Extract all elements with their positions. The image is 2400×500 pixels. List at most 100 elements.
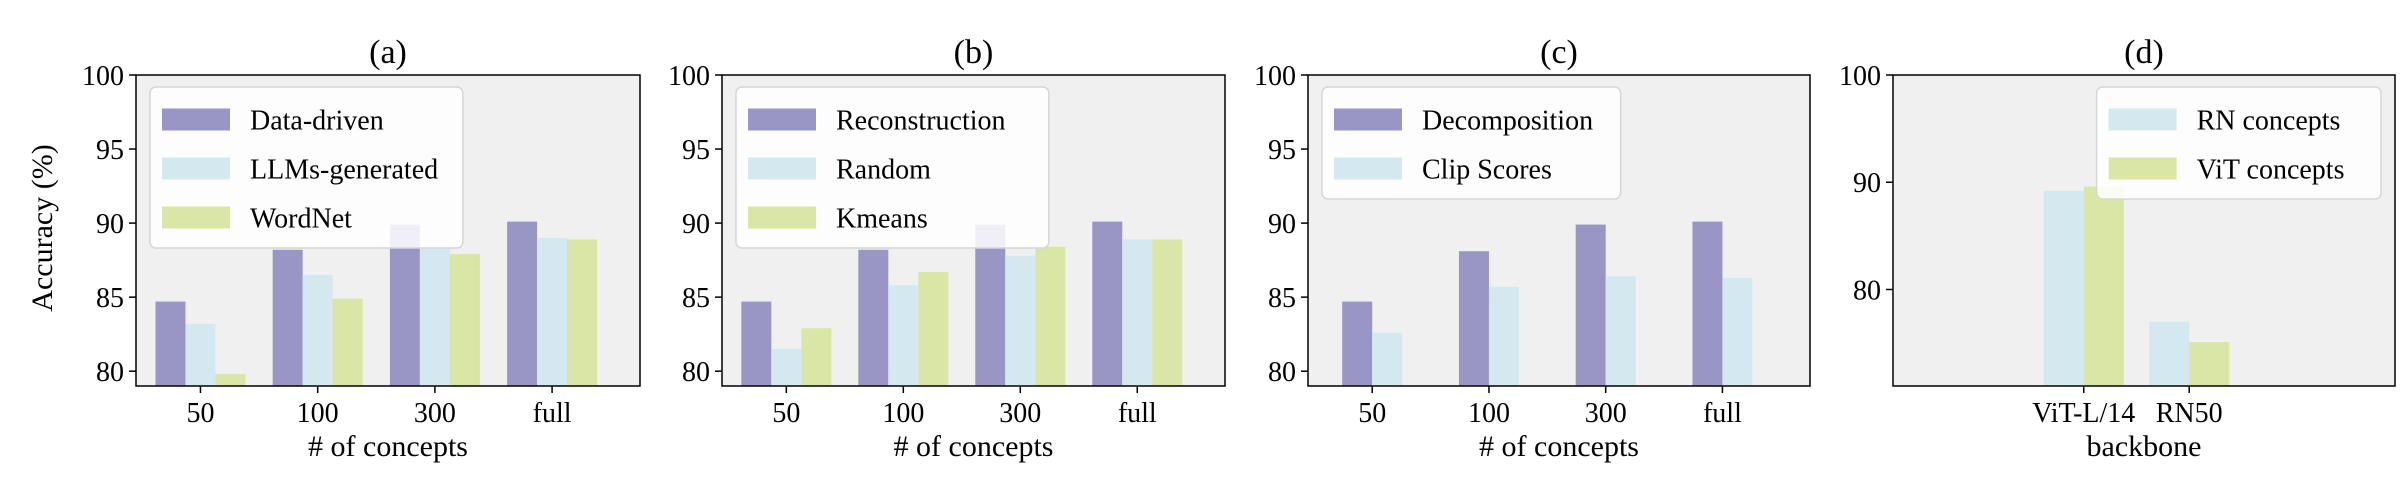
y-tick-label: 85 [1268,283,1296,314]
y-tick-label: 90 [682,209,710,240]
bar-a-llms-generated-50 [185,323,216,386]
y-tick-label: 100 [1839,61,1881,92]
legend-label: WordNet [250,204,352,235]
y-tick-label: 80 [1268,357,1296,388]
y-tick-label: 95 [96,135,124,166]
bar-c-clip-scores-full [1722,277,1753,386]
legend-swatch [748,108,816,131]
bar-d-rn-concepts-rn50 [2149,321,2190,386]
x-tick-label: 100 [882,398,924,429]
axes-frame [1307,74,1811,387]
panel-title: (a) [369,34,407,71]
legend-swatch [748,157,816,180]
bar-a-wordnet-full [567,239,598,386]
bar-a-llms-generated-full [537,237,568,386]
panel-title: (b) [954,34,994,71]
legend-label: RN concepts [2197,106,2341,137]
bar-a-llms-generated-100 [302,274,333,386]
x-tick-label: 100 [297,398,339,429]
x-tick-label: 50 [186,398,214,429]
y-axis-label: Accuracy (%) [26,144,59,311]
legend: Reconstruction Random Kmeans [735,86,1050,249]
legend-label: Clip Scores [1422,155,1552,186]
x-axis-label: # of concepts [308,430,468,463]
y-tick-label: 100 [668,61,710,92]
legend-swatch [162,108,230,131]
bar-c-clip-scores-100 [1488,286,1519,386]
panel-title: (d) [2124,34,2164,71]
legend-swatch [2108,108,2177,131]
bar-d-vit-concepts-rn50 [2189,342,2230,386]
bar-c-decomposition-300 [1575,224,1606,386]
bar-b-random-300 [1005,255,1036,386]
y-tick-label: 95 [682,135,710,166]
legend: Decomposition Clip Scores [1321,86,1622,200]
x-tick-label: 50 [1358,398,1386,429]
bar-b-kmeans-100 [918,271,949,386]
legend: RN concepts ViT concepts [2095,86,2382,200]
x-tick-label: full [1703,398,1742,429]
bar-c-decomposition-50 [1342,301,1373,386]
y-tick-label: 90 [1268,209,1296,240]
axes-frame [135,74,641,387]
x-tick-label: 50 [772,398,800,429]
bar-b-kmeans-300 [1035,246,1066,386]
y-tick-label: 80 [682,357,710,388]
x-tick-label: 300 [1585,398,1627,429]
x-tick-label: 100 [1468,398,1510,429]
bar-a-data-driven-300 [389,224,420,386]
axes-frame [1892,74,2396,387]
legend-label: Kmeans [836,204,928,235]
bar-c-clip-scores-50 [1372,332,1403,386]
x-tick-label: 300 [414,398,456,429]
legend-swatch [748,206,816,229]
bar-b-reconstruction-100 [858,249,889,386]
x-tick-label: full [1118,398,1157,429]
panel-c: 80 85 90 95 100 50 100 300 full # of concepts (c) D… [1254,34,1811,463]
x-tick-label: 300 [999,398,1041,429]
legend-swatch [162,157,230,180]
bar-c-clip-scores-300 [1605,276,1636,386]
bar-a-data-driven-full [507,221,538,386]
bar-c-decomposition-100 [1458,251,1489,386]
bar-a-data-driven-50 [155,301,186,386]
legend-label: Random [836,155,931,186]
y-tick-label: 100 [82,61,124,92]
x-axis-label: # of concepts [894,430,1054,463]
y-tick-label: 80 [96,357,124,388]
bar-a-llms-generated-300 [419,246,450,386]
y-tick-label: 85 [682,283,710,314]
bar-d-vit-concepts-vit-l-14 [2083,186,2124,386]
bar-c-decomposition-full [1692,221,1723,386]
bar-a-wordnet-300 [449,254,480,386]
x-tick-label: RN50 [2156,398,2223,429]
x-axis-label: backbone [2087,430,2202,463]
y-tick-label: 95 [1268,135,1296,166]
x-axis-label: # of concepts [1479,430,1639,463]
legend-label: LLMs-generated [250,155,438,186]
legend-label: Decomposition [1422,106,1593,137]
bar-b-reconstruction-50 [741,301,772,386]
panel-title: (c) [1540,34,1578,71]
legend-label: Data-driven [250,106,384,137]
y-tick-label: 90 [96,209,124,240]
bar-b-reconstruction-full [1092,221,1123,386]
bar-d-rn-concepts-vit-l-14 [2043,190,2084,386]
y-tick-label: 90 [1853,168,1881,199]
panel-a: 80 85 90 95 100 50 100 300 full # of concepts (a) D… [82,34,641,463]
panel-b: 80 85 90 95 100 50 100 300 full # of concepts (b) R… [668,34,1226,463]
legend-swatch [162,206,230,229]
bar-a-wordnet-50 [215,374,246,386]
bar-b-random-100 [888,285,919,386]
y-tick-label: 85 [96,283,124,314]
x-tick-label: ViT-L/14 [2032,398,2135,429]
bar-b-kmeans-full [1152,239,1183,386]
legend: Data-driven LLMs-generated WordNet [149,86,464,249]
bar-b-random-full [1122,239,1153,386]
bar-a-wordnet-100 [332,298,363,386]
legend-swatch [1334,108,1402,131]
legend-label: ViT concepts [2197,155,2345,186]
y-tick-label: 80 [1853,275,1881,306]
